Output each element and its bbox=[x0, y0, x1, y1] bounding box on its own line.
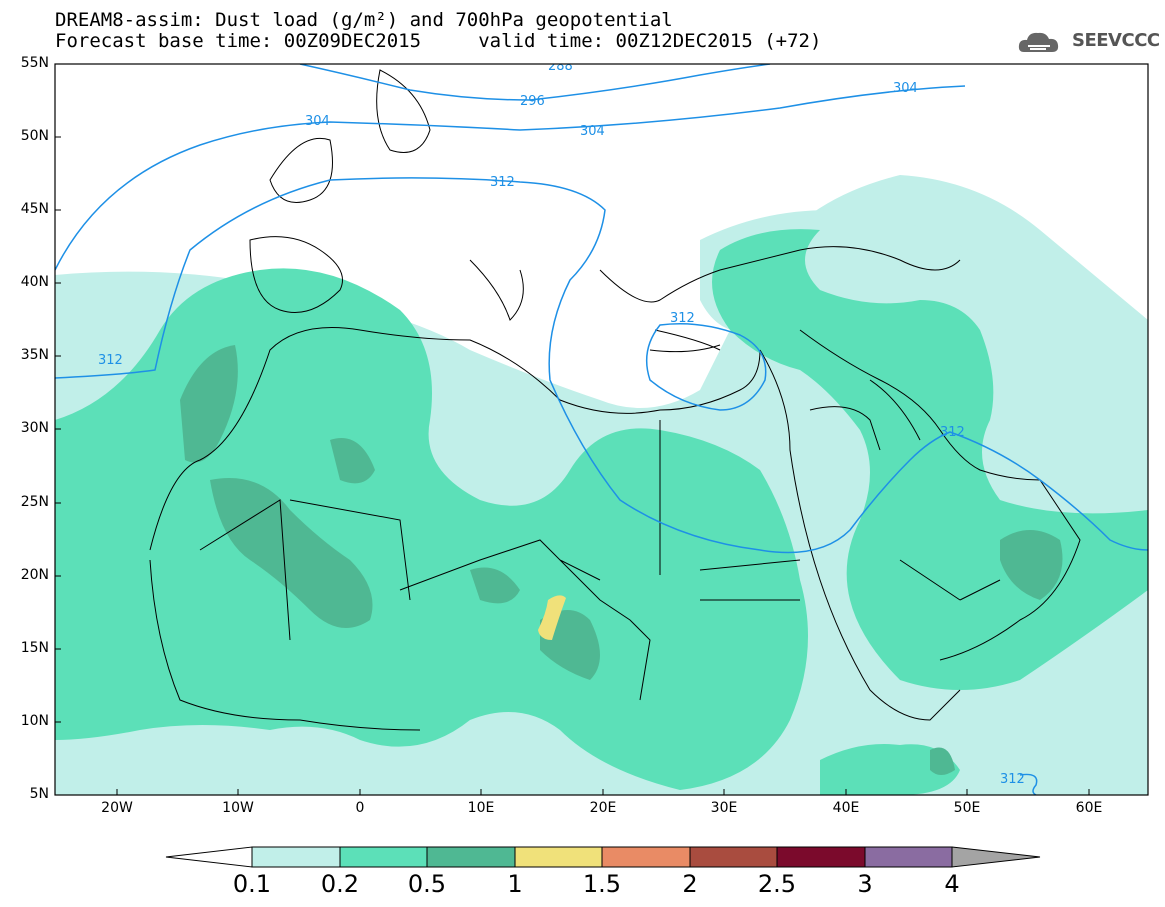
colorbar-label: 0.1 bbox=[232, 870, 272, 898]
lat-label: 10N bbox=[20, 713, 49, 729]
colorbar bbox=[165, 846, 1041, 868]
lon-label: 20E bbox=[589, 800, 617, 816]
contour-label: 312 bbox=[98, 353, 123, 368]
lat-label: 5N bbox=[29, 786, 49, 802]
lat-label: 40N bbox=[20, 274, 49, 290]
colorbar-segment bbox=[864, 846, 953, 868]
lon-label: 10E bbox=[467, 800, 495, 816]
colorbar-label: 1 bbox=[507, 870, 523, 898]
colorbar-segment bbox=[251, 846, 341, 868]
coastlines bbox=[149, 69, 1081, 731]
colorbar-label: 1.5 bbox=[582, 870, 622, 898]
axis-ticks bbox=[55, 63, 1090, 795]
colorbar-label: 0.2 bbox=[320, 870, 360, 898]
lon-label: 50E bbox=[953, 800, 981, 816]
lat-label: 25N bbox=[20, 494, 49, 510]
lon-label: 40E bbox=[832, 800, 860, 816]
dust-region-dark bbox=[180, 345, 1063, 775]
colorbar-label: 4 bbox=[944, 870, 960, 898]
lon-label: 30E bbox=[710, 800, 738, 816]
colorbar-low-arrow bbox=[165, 846, 253, 868]
colorbar-segment bbox=[601, 846, 691, 868]
colorbar-segment bbox=[776, 846, 866, 868]
colorbar-segment bbox=[426, 846, 516, 868]
colorbar-label: 0.5 bbox=[407, 870, 447, 898]
title-line-1: DREAM8-assim: Dust load (g/m²) and 700hP… bbox=[55, 9, 673, 31]
contour-label: 312 bbox=[940, 425, 965, 440]
contour-label: 312 bbox=[490, 175, 515, 190]
logo-text: SEEVCCC bbox=[1072, 30, 1160, 51]
contour-label: 312 bbox=[670, 311, 695, 326]
title-line-2: Forecast base time: 00Z09DEC2015 valid t… bbox=[55, 30, 822, 52]
lat-label: 45N bbox=[20, 201, 49, 217]
contour-label: 296 bbox=[520, 94, 545, 109]
contour-label: 304 bbox=[580, 124, 605, 139]
colorbar-high-arrow bbox=[951, 846, 1041, 868]
contour-label: 304 bbox=[305, 114, 330, 129]
lon-label: 20W bbox=[101, 800, 133, 816]
lat-label: 50N bbox=[20, 128, 49, 144]
colorbar-segment bbox=[689, 846, 778, 868]
lat-label: 20N bbox=[20, 567, 49, 583]
geopotential-contours bbox=[55, 64, 1148, 795]
lat-label: 15N bbox=[20, 640, 49, 656]
lat-label: 30N bbox=[20, 420, 49, 436]
colorbar-label: 2.5 bbox=[757, 870, 797, 898]
lat-label: 35N bbox=[20, 347, 49, 363]
contour-label: 312 bbox=[1000, 772, 1025, 787]
colorbar-segment bbox=[339, 846, 428, 868]
contour-label: 304 bbox=[893, 81, 918, 96]
cloud-icon bbox=[1018, 32, 1059, 52]
lon-label: 10W bbox=[222, 800, 254, 816]
colorbar-label: 3 bbox=[857, 870, 873, 898]
colorbar-segment bbox=[514, 846, 603, 868]
colorbar-label: 2 bbox=[682, 870, 698, 898]
dust-region-yellow bbox=[538, 595, 566, 640]
contour-label: 288 bbox=[548, 59, 573, 74]
lon-label: 0 bbox=[355, 800, 365, 816]
lon-label: 60E bbox=[1075, 800, 1103, 816]
contour-labels: 288 296 304 304 304 312 312 312 312 312 bbox=[98, 59, 1025, 787]
lat-label: 55N bbox=[20, 55, 49, 71]
